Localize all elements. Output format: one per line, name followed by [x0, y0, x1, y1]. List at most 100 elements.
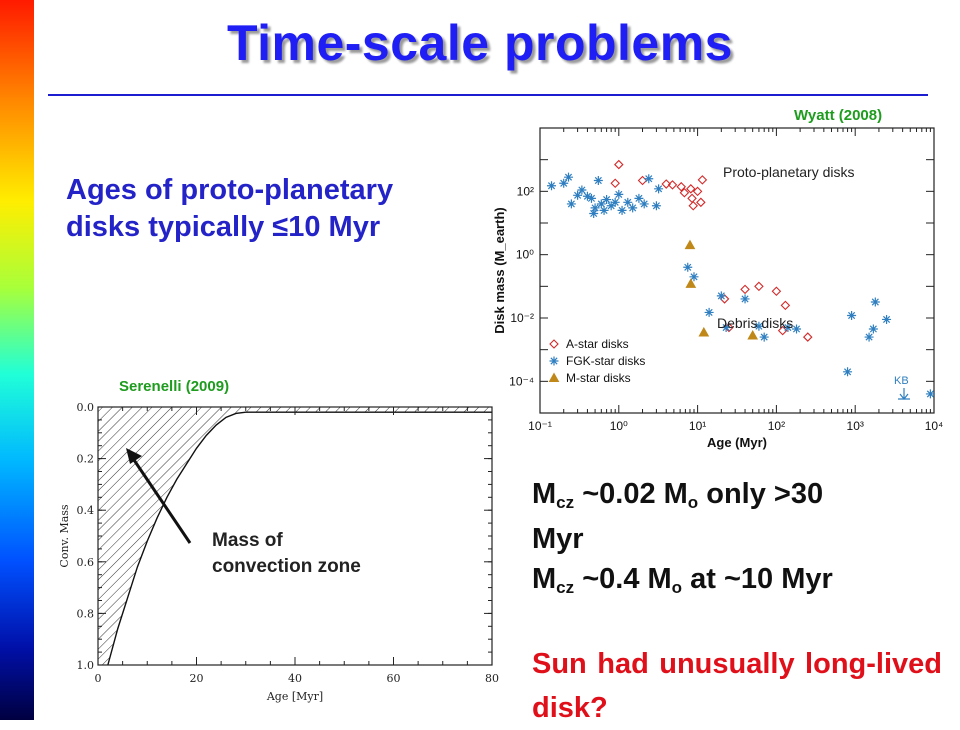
asterisk-point	[843, 367, 853, 377]
x-tick-label: 20	[190, 672, 204, 685]
asterisk-point	[654, 184, 664, 194]
stmt1-mid: ~0.02 M	[574, 478, 688, 510]
diamond-point	[688, 200, 699, 211]
legend-marker	[549, 356, 559, 366]
asterisk-point	[754, 321, 764, 331]
asterisk-point	[586, 193, 596, 203]
stmt1-sub: cz	[556, 493, 575, 512]
diamond-point	[754, 281, 764, 292]
hatched-area	[98, 407, 492, 665]
x-tick-label: 10³	[847, 419, 864, 433]
arrow-label-line-1: Mass of	[212, 530, 283, 551]
y-axis-label: Disk mass (M_earth)	[492, 207, 507, 333]
annotation-kb: KB	[894, 375, 909, 387]
stmt1-line2: Myr	[532, 523, 584, 555]
asterisk-point	[759, 332, 769, 342]
y-tick-label: 0.0	[77, 401, 95, 414]
y-axis-label: Conv. Mass	[60, 504, 71, 567]
title-divider	[48, 94, 928, 96]
asterisk-point	[783, 323, 793, 333]
asterisk-point	[689, 272, 699, 282]
legend-label: FGK-star disks	[566, 354, 645, 368]
x-tick-label: 10⁴	[925, 419, 944, 433]
y-tick-label: 0.8	[77, 607, 95, 620]
annotation-arrow	[130, 456, 192, 544]
asterisk-point	[740, 294, 750, 304]
asterisk-point	[639, 199, 649, 209]
asterisk-point	[847, 310, 857, 320]
asterisk-point	[628, 203, 638, 213]
asterisk-point	[882, 314, 892, 324]
x-tick-label: 10¹	[689, 419, 706, 433]
asterisk-point	[925, 389, 935, 399]
asterisk-point	[577, 185, 587, 195]
annotation-debris: Debris disks	[717, 315, 793, 331]
statement-mcz-002: Mcz ~0.02 Mo only >30 Myr	[532, 476, 823, 557]
triangle-point	[685, 278, 697, 288]
arrow-label: Mass of convection zone	[212, 528, 361, 580]
asterisk-point	[792, 324, 802, 334]
asterisk-point	[602, 195, 612, 205]
asterisk-point	[716, 291, 726, 301]
annotation-proto-planetary: Proto-planetary disks	[723, 164, 855, 180]
asterisk-series	[547, 172, 935, 399]
legend-marker	[548, 372, 560, 382]
stmt2-m: M	[532, 563, 557, 595]
stmt2-mid: ~0.4 M	[574, 563, 672, 595]
asterisk-point	[623, 197, 633, 207]
triangle-point	[747, 329, 759, 340]
diamond-series	[610, 159, 813, 342]
diamond-point	[740, 284, 750, 295]
stmt2-end: at ~10 Myr	[682, 563, 833, 595]
statement-mcz-04: Mcz ~0.4 Mo at ~10 Myr	[532, 561, 833, 606]
slide-title: Time-scale problems	[226, 15, 733, 71]
legend-marker	[549, 339, 559, 349]
asterisk-point	[870, 297, 880, 307]
triangle-series	[684, 239, 759, 340]
asterisk-point	[599, 205, 609, 215]
stmt1-end: only >30	[698, 478, 824, 510]
asterisk-point	[596, 199, 606, 209]
y-tick-label: 10⁰	[516, 248, 534, 262]
asterisk-point	[864, 332, 874, 342]
asterisk-point	[721, 323, 731, 333]
arrow-label-line-2: convection zone	[212, 556, 361, 577]
diamond-point	[614, 159, 624, 170]
rainbow-side-bar	[0, 0, 34, 720]
asterisk-point	[566, 199, 576, 209]
disk-age-line-1: Ages of proto-planetary	[66, 174, 394, 206]
arrowhead-icon	[126, 448, 142, 464]
stmt1-sub2: o	[687, 493, 699, 512]
asterisk-point	[868, 324, 878, 334]
y-tick-label: 10²	[517, 184, 534, 198]
diamond-point	[687, 193, 697, 204]
disk-age-statement: Ages of proto-planetary disks typically …	[66, 172, 393, 246]
citation-wyatt: Wyatt (2008)	[794, 107, 883, 124]
x-tick-label: 80	[485, 672, 499, 685]
asterisk-point	[606, 201, 616, 211]
x-tick-label: 60	[387, 672, 401, 685]
asterisk-point	[590, 203, 600, 213]
x-tick-label: 40	[288, 672, 302, 685]
triangle-point	[684, 239, 696, 250]
diamond-point	[676, 181, 687, 192]
diamond-point	[802, 332, 813, 342]
x-tick-label: 0	[95, 672, 102, 685]
legend-label: M-star disks	[566, 371, 631, 385]
asterisk-point	[593, 175, 603, 185]
plot-frame	[539, 127, 935, 414]
diamond-point	[637, 175, 648, 186]
diamond-point	[771, 286, 782, 297]
question-statement: Sun had unusually long-lived disk?	[532, 648, 942, 724]
diamond-point	[667, 180, 678, 190]
stmt2-sub2: o	[671, 578, 683, 597]
citation-serenelli: Serenelli (2009)	[119, 378, 230, 395]
y-tick-label: 0.6	[77, 556, 95, 569]
diamond-point	[686, 184, 696, 194]
asterisk-point	[559, 178, 569, 188]
legend-label: A-star disks	[566, 337, 629, 351]
x-tick-label: 10⁻¹	[528, 419, 552, 433]
asterisk-point	[617, 205, 627, 215]
disk-age-line-2: disks typically ≤10 Myr	[66, 211, 381, 243]
convection-curve	[107, 411, 492, 666]
